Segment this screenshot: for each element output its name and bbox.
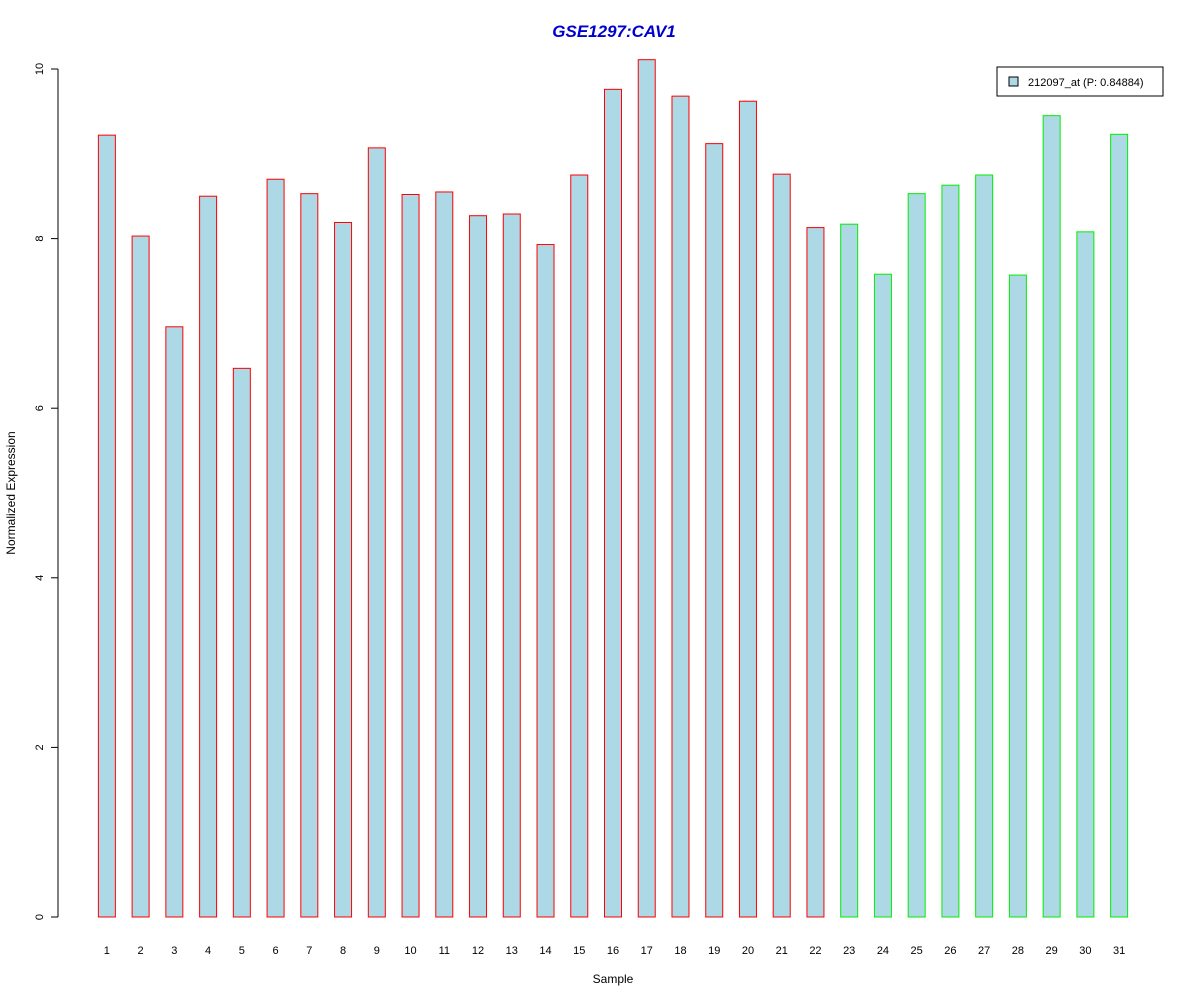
x-tick-label: 2 — [138, 945, 144, 957]
y-tick-label: 4 — [34, 575, 46, 581]
bar-sample-10 — [401, 194, 420, 918]
x-tick-label: 24 — [877, 945, 889, 957]
bar-sample-20 — [738, 100, 757, 918]
x-tick-label: 11 — [439, 945, 450, 957]
x-tick-label: 12 — [472, 945, 484, 957]
x-tick-label: 15 — [573, 945, 585, 957]
x-tick-label: 25 — [911, 945, 923, 957]
x-tick-label: 4 — [205, 945, 211, 957]
bar-sample-11 — [435, 191, 454, 918]
x-tick-label: 28 — [1012, 945, 1024, 957]
bar-sample-19 — [705, 143, 724, 918]
bar-sample-17 — [637, 59, 656, 918]
legend-swatch — [1008, 76, 1019, 87]
y-axis: 0 2 4 6 8 10 — [34, 63, 59, 920]
bar-sample-25 — [907, 193, 926, 918]
x-tick-label: 13 — [506, 945, 518, 957]
x-tick-label: 1 — [104, 945, 110, 957]
bar-sample-9 — [367, 147, 386, 918]
x-tick-label: 10 — [404, 945, 416, 957]
chart-title: GSE1297:CAV1 — [552, 22, 675, 41]
x-tick-label: 26 — [944, 945, 956, 957]
x-tick-label: 23 — [843, 945, 855, 957]
x-tick-label: 22 — [809, 945, 821, 957]
x-tick-label: 20 — [742, 945, 754, 957]
bar-sample-30 — [1076, 231, 1095, 918]
legend-box — [996, 66, 1164, 97]
x-tick-label: 8 — [340, 945, 346, 957]
bar-sample-2 — [131, 235, 150, 918]
bar-sample-31 — [1110, 133, 1129, 918]
bar-sample-13 — [502, 213, 521, 918]
bar-sample-18 — [671, 95, 690, 918]
bar-sample-5 — [232, 367, 251, 918]
y-tick-label: 8 — [34, 236, 46, 242]
bar-sample-22 — [806, 227, 825, 918]
bar-sample-21 — [772, 173, 791, 918]
bar-sample-15 — [570, 174, 589, 918]
x-tick-label: 31 — [1113, 945, 1125, 957]
x-tick-label: 17 — [641, 945, 653, 957]
bar-sample-3 — [165, 326, 184, 918]
x-tick-label: 14 — [539, 945, 551, 957]
bar-sample-6 — [266, 178, 285, 918]
bar-sample-24 — [873, 273, 892, 918]
y-axis-label: Normalized Expression — [4, 431, 18, 554]
x-tick-labels: 1 2 3 4 5 6 7 8 9 10 11 12 13 14 15 16 17 18 19 20 21 22 23 24 2… — [104, 945, 1125, 957]
x-tick-label: 16 — [607, 945, 619, 957]
bars — [97, 59, 1129, 918]
x-tick-label: 30 — [1079, 945, 1091, 957]
y-tick-label: 2 — [34, 744, 46, 750]
x-tick-label: 9 — [374, 945, 380, 957]
legend: 212097_at (P: 0.84884) — [996, 66, 1164, 97]
bar-sample-26 — [941, 184, 960, 918]
x-tick-label: 29 — [1046, 945, 1058, 957]
x-tick-label: 3 — [171, 945, 177, 957]
x-tick-label: 7 — [306, 945, 312, 957]
bar-sample-14 — [536, 244, 555, 918]
x-tick-label: 6 — [273, 945, 279, 957]
bar-sample-4 — [199, 195, 218, 918]
x-tick-label: 5 — [239, 945, 245, 957]
y-tick-label: 0 — [34, 914, 46, 920]
x-tick-label: 21 — [776, 945, 788, 957]
bar-sample-1 — [97, 134, 116, 918]
x-tick-label: 27 — [978, 945, 990, 957]
bar-sample-27 — [975, 174, 994, 918]
x-tick-label: 19 — [708, 945, 720, 957]
bar-sample-8 — [334, 221, 353, 918]
bar-sample-29 — [1042, 115, 1061, 918]
legend-label: 212097_at (P: 0.84884) — [1028, 77, 1144, 89]
bar-sample-7 — [300, 193, 319, 918]
bar-sample-12 — [469, 215, 488, 918]
bar-sample-16 — [604, 88, 622, 918]
y-tick-label: 6 — [34, 405, 46, 411]
x-tick-label: 18 — [674, 945, 686, 957]
x-axis-label: Sample — [593, 972, 634, 986]
bar-sample-23 — [840, 223, 859, 918]
bar-sample-28 — [1008, 274, 1027, 918]
y-tick-label: 10 — [34, 63, 46, 75]
